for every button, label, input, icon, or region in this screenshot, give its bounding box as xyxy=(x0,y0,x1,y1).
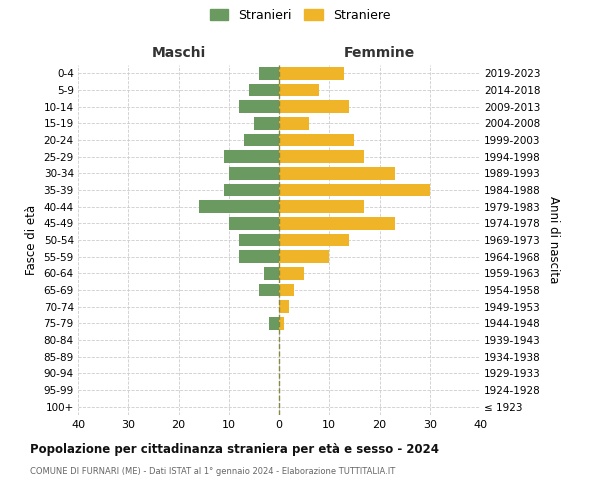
Bar xyxy=(279,117,309,130)
Bar xyxy=(279,67,344,80)
Bar xyxy=(279,150,364,163)
Bar xyxy=(239,100,279,113)
Text: Popolazione per cittadinanza straniera per età e sesso - 2024: Popolazione per cittadinanza straniera p… xyxy=(30,442,439,456)
Bar xyxy=(279,167,395,179)
Y-axis label: Fasce di età: Fasce di età xyxy=(25,205,38,275)
Bar xyxy=(239,250,279,263)
Bar xyxy=(279,250,329,263)
Bar xyxy=(279,267,304,280)
Legend: Stranieri, Straniere: Stranieri, Straniere xyxy=(209,8,391,22)
Bar xyxy=(239,234,279,246)
Bar xyxy=(224,150,279,163)
Bar xyxy=(279,217,395,230)
Bar xyxy=(229,167,279,179)
Bar xyxy=(279,134,355,146)
Text: COMUNE DI FURNARI (ME) - Dati ISTAT al 1° gennaio 2024 - Elaborazione TUTTITALIA: COMUNE DI FURNARI (ME) - Dati ISTAT al 1… xyxy=(30,468,395,476)
Bar xyxy=(279,300,289,313)
Bar xyxy=(279,234,349,246)
Bar xyxy=(279,100,349,113)
Bar xyxy=(269,317,279,330)
Text: Femmine: Femmine xyxy=(344,46,415,60)
Bar xyxy=(249,84,279,96)
Bar xyxy=(259,67,279,80)
Bar xyxy=(279,84,319,96)
Text: Maschi: Maschi xyxy=(151,46,206,60)
Bar xyxy=(279,200,364,213)
Y-axis label: Anni di nascita: Anni di nascita xyxy=(547,196,560,284)
Bar xyxy=(229,217,279,230)
Bar xyxy=(224,184,279,196)
Bar xyxy=(244,134,279,146)
Bar xyxy=(254,117,279,130)
Bar xyxy=(279,184,430,196)
Bar xyxy=(264,267,279,280)
Bar xyxy=(279,284,294,296)
Bar xyxy=(259,284,279,296)
Bar xyxy=(279,317,284,330)
Bar xyxy=(199,200,279,213)
